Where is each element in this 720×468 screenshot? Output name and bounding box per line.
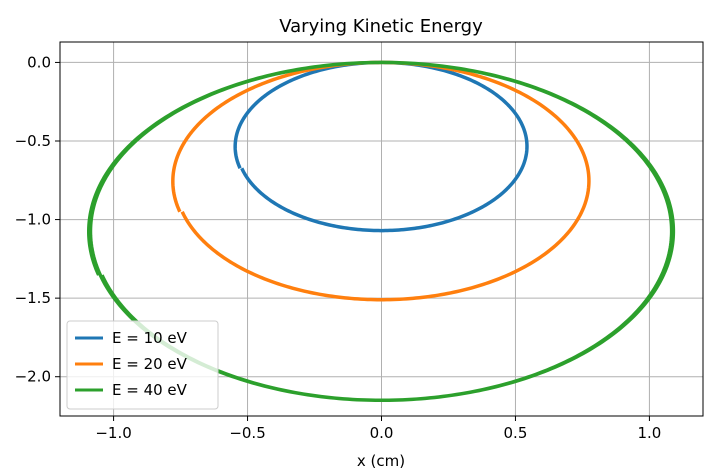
legend: E = 10 eV E = 20 eV E = 40 eV [66, 320, 219, 410]
y-tick-label: −1.0 [15, 211, 51, 229]
x-tick-label: 0.5 [504, 424, 528, 442]
x-tick-label: 1.0 [637, 424, 661, 442]
series-layer [87, 60, 676, 403]
x-tick-label: −0.5 [229, 424, 265, 442]
legend-box [66, 320, 219, 410]
series-line [87, 60, 676, 403]
x-tick-label: −1.0 [95, 424, 131, 442]
y-tick-label: −0.5 [15, 132, 51, 150]
chart-title: Varying Kinetic Energy [279, 16, 483, 37]
legend-label: E = 20 eV [112, 355, 188, 373]
series-line [171, 60, 591, 302]
legend-label: E = 10 eV [112, 329, 188, 347]
series-line [233, 60, 529, 233]
y-tick-label: 0.0 [27, 53, 51, 71]
y-tick-label: −1.5 [15, 289, 51, 307]
y-tick-label: −2.0 [15, 368, 51, 386]
y-axis-ticks: 0.0 −0.5 −1.0 −1.5 −2.0 [15, 53, 60, 386]
x-axis-ticks: −1.0 −0.5 0.0 0.5 1.0 [95, 416, 661, 442]
legend-label: E = 40 eV [112, 381, 188, 399]
x-tick-label: 0.0 [370, 424, 394, 442]
x-axis-label: x (cm) [357, 452, 405, 468]
